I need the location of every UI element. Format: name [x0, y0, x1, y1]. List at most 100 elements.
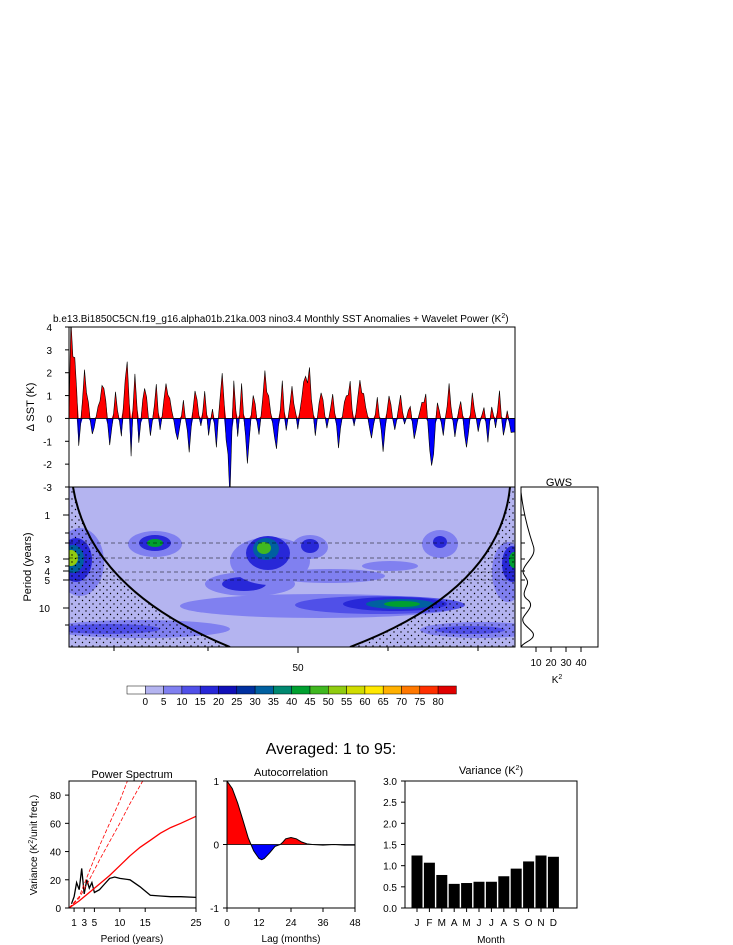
gws-xlabel: K2 — [552, 674, 563, 686]
ac-ytick-label: 0 — [213, 841, 219, 852]
gws-xtick-label: 30 — [560, 658, 572, 669]
gws-xtick-label: 20 — [545, 658, 557, 669]
colorbar-label: 25 — [231, 697, 243, 708]
wavelet-contour — [257, 542, 271, 554]
gws-curve — [520, 491, 535, 648]
variance-panel: Variance (K2) J F M A M J J A S O N D0.00.51.01.52.… — [383, 765, 578, 945]
colorbar-swatch — [382, 685, 402, 695]
variance-bar — [485, 881, 497, 908]
var-xtick-label: O — [525, 918, 533, 929]
main-title: b.e13.Bi1850C5CN.f19_g16.alpha01b.21ka.0… — [53, 313, 509, 325]
ps-xtick-label: 1 — [71, 918, 77, 929]
var-xtick-label: A — [451, 918, 458, 929]
wavelet-ylabel: Period (years) — [22, 532, 34, 601]
colorbar-label: 45 — [304, 697, 316, 708]
ac-xtick-label: 48 — [349, 918, 361, 929]
variance-bar — [547, 856, 559, 908]
colorbar-label: 75 — [414, 697, 426, 708]
ps-title: Power Spectrum — [91, 769, 172, 781]
colorbar-label: 10 — [176, 697, 188, 708]
wavelet-contour — [275, 569, 385, 583]
power-spectrum-panel: Power Spectrum 1 3 5 10 15 25 0 20 40 60 80 Period… — [28, 769, 202, 945]
ps-ytick-label: 40 — [50, 848, 62, 859]
wavelet-contour — [301, 539, 319, 553]
ps-ylabel: Variance (K2/unit freq.) — [28, 795, 40, 895]
var-ytick-label: 0.5 — [383, 883, 397, 894]
colorbar-label: 20 — [213, 697, 225, 708]
var-ytick-label: 0.0 — [383, 904, 397, 915]
ac-ytick-label: -1 — [210, 904, 219, 915]
colorbar-swatch — [199, 685, 219, 695]
variance-bar — [510, 868, 522, 908]
colorbar-swatch — [126, 685, 146, 695]
sst-line — [69, 327, 515, 487]
wavelet-xaxis: 50 — [292, 647, 304, 674]
variance-bar — [473, 881, 485, 908]
var-xtick-label: A — [500, 918, 507, 929]
var-xtick-label: F — [426, 918, 432, 929]
cone-of-influence-line — [72, 487, 231, 647]
wavelet-frame — [68, 486, 516, 648]
colorbar-swatch — [401, 685, 421, 695]
var-xtick-label: J — [477, 918, 482, 929]
ps-xtick-label: 10 — [114, 918, 126, 929]
averaged-title: Averaged: 1 to 95: — [266, 741, 396, 758]
ac-line — [226, 780, 355, 861]
ps-xtick-label: 3 — [81, 918, 87, 929]
colorbar-swatch — [309, 685, 329, 695]
wavelet-ytick-label: 10 — [39, 604, 51, 615]
sst-ytick-label: -1 — [43, 437, 52, 448]
wavelet-xtick: 50 — [292, 663, 304, 674]
sst-ytick-label: -2 — [43, 460, 52, 471]
variance-bar — [411, 855, 423, 908]
colorbar-label: 15 — [195, 697, 207, 708]
gws-title: GWS — [546, 477, 572, 489]
var-xtick-label: N — [537, 918, 544, 929]
variance-bar — [498, 876, 510, 908]
colorbar-label: 55 — [341, 697, 353, 708]
var-ytick-label: 2.5 — [383, 798, 397, 809]
ps-xtick-label: 5 — [92, 918, 98, 929]
ps-series-line — [70, 868, 196, 905]
gws-xtick-label: 10 — [530, 658, 542, 669]
wavelet-contour — [384, 601, 420, 607]
gws-panel: GWS 10 20 30 40 K2 — [520, 477, 599, 686]
ps-xtick-label: 25 — [190, 918, 202, 929]
cone-of-influence-hatch — [350, 487, 515, 647]
colorbar-label: 60 — [359, 697, 371, 708]
ps-frame — [68, 780, 197, 909]
sst-yaxis: 4 3 2 1 0 -1 -2 -3 — [43, 323, 69, 494]
variance-bar — [448, 883, 460, 908]
wavelet-ytick-label: 5 — [44, 576, 50, 587]
ps-xlabel: Period (years) — [101, 934, 164, 945]
var-xtick-label: D — [550, 918, 557, 929]
colorbar-label: 70 — [396, 697, 408, 708]
sst-ytick-label: -3 — [43, 483, 52, 494]
cone-of-influence-hatch — [69, 487, 230, 647]
variance-bar — [523, 861, 535, 908]
wavelet-contour — [433, 536, 447, 548]
ac-xtick-label: 0 — [224, 918, 230, 929]
variance-bar — [461, 883, 473, 908]
var-xlabel: Month — [477, 935, 505, 945]
ac-ytick-label: 1 — [213, 777, 219, 788]
colorbar-swatch — [145, 685, 164, 695]
wavelet-yaxis: 1 345 10 — [39, 498, 479, 651]
sst-ytick-label: 1 — [46, 392, 52, 403]
ps-series-line — [69, 815, 196, 908]
ps-ytick-label: 0 — [55, 904, 61, 915]
ac-xtick-label: 12 — [253, 918, 265, 929]
var-xtick-label: J — [415, 918, 420, 929]
sst-negative-area — [69, 418, 515, 487]
ps-ytick-label: 20 — [50, 876, 62, 887]
ac-xtick-label: 24 — [285, 918, 297, 929]
var-ytick-label: 1.0 — [383, 862, 397, 873]
wavelet-ytick-label: 4 — [44, 567, 50, 578]
sst-ylabel: Δ SST (K) — [25, 383, 37, 432]
colorbar-label: 0 — [143, 697, 149, 708]
colorbar-label: 80 — [433, 697, 445, 708]
ac-title: Autocorrelation — [254, 767, 328, 779]
colorbar-label: 50 — [323, 697, 335, 708]
var-xtick-label: S — [513, 918, 520, 929]
